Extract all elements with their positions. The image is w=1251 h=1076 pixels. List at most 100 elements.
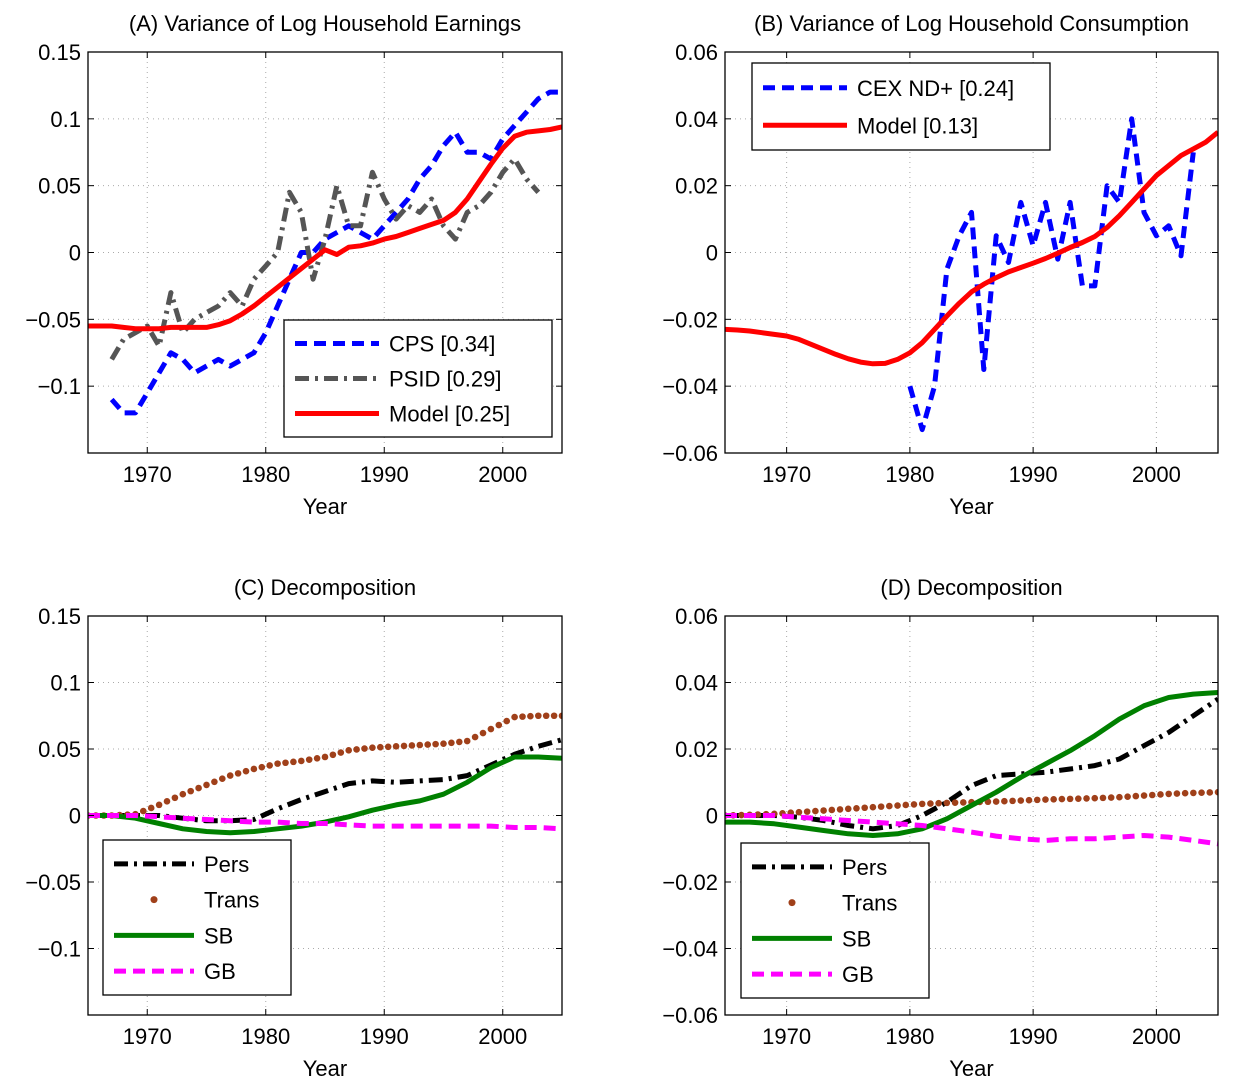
data-point xyxy=(337,749,345,756)
data-point xyxy=(894,802,901,809)
series-group xyxy=(88,89,562,416)
data-point xyxy=(1009,797,1016,805)
legend-box xyxy=(102,839,292,996)
data-point xyxy=(282,759,289,767)
data-point xyxy=(886,802,893,810)
data-point xyxy=(836,806,844,813)
legend-swatch xyxy=(150,896,158,904)
data-point xyxy=(511,713,518,721)
data-point xyxy=(754,811,762,818)
data-point xyxy=(992,798,1000,805)
data-point xyxy=(542,712,550,720)
series-group xyxy=(725,690,1218,847)
data-point xyxy=(384,743,392,751)
data-point xyxy=(353,746,360,753)
data-point xyxy=(416,741,424,749)
series-group xyxy=(88,712,562,836)
series-sb-line xyxy=(725,690,1218,838)
x-tick-label: 1980 xyxy=(241,1024,290,1049)
x-tick-label: 2000 xyxy=(1132,1024,1181,1049)
data-point xyxy=(1132,792,1140,800)
legend-label: Trans xyxy=(842,891,897,916)
data-point xyxy=(321,753,329,761)
data-point xyxy=(1157,791,1164,798)
panel-title: (B) Variance of Log Household Consumptio… xyxy=(754,11,1189,36)
series-cps-line xyxy=(109,89,562,416)
data-point xyxy=(495,721,503,729)
data-point xyxy=(266,762,274,769)
data-point xyxy=(1033,796,1041,804)
x-tick-label: 2000 xyxy=(478,462,527,487)
data-point xyxy=(1124,793,1131,800)
series-group xyxy=(725,116,1218,433)
data-point xyxy=(432,740,439,748)
data-point xyxy=(535,712,542,720)
series-model-line xyxy=(88,124,562,332)
x-tick-label: 1990 xyxy=(360,462,409,487)
legend-label: Model [0.25] xyxy=(389,402,510,427)
x-tick-label: 2000 xyxy=(1132,462,1181,487)
data-point xyxy=(258,763,266,771)
data-point xyxy=(440,740,447,747)
legend-label: SB xyxy=(842,926,871,951)
data-point xyxy=(1058,795,1066,803)
x-tick-label: 1970 xyxy=(762,462,811,487)
data-point xyxy=(448,739,455,747)
data-point xyxy=(471,733,479,741)
data-point xyxy=(203,781,210,789)
data-point xyxy=(1099,794,1107,802)
data-point xyxy=(329,751,337,759)
y-tick-label: 0.1 xyxy=(50,671,81,696)
x-tick-label: 1970 xyxy=(123,1024,172,1049)
x-axis-label: Year xyxy=(949,1056,993,1076)
panel-title: (A) Variance of Log Household Earnings xyxy=(129,11,521,36)
data-point xyxy=(179,790,187,798)
legend-label: Model [0.13] xyxy=(857,113,978,138)
data-point xyxy=(1165,790,1172,798)
data-point xyxy=(140,807,147,815)
y-tick-label: 0.05 xyxy=(38,174,81,199)
legend-box xyxy=(751,62,1051,151)
y-tick-label: 0.04 xyxy=(675,107,718,132)
y-tick-label: 0.04 xyxy=(675,671,718,696)
y-tick-label: −0.1 xyxy=(38,374,81,399)
y-tick-label: 0 xyxy=(69,241,81,266)
data-point xyxy=(910,801,918,808)
y-tick-label: 0.06 xyxy=(675,40,718,65)
series-gb-line xyxy=(88,813,562,832)
data-point xyxy=(519,713,526,720)
data-point xyxy=(361,745,368,752)
data-point xyxy=(1042,796,1049,803)
data-point xyxy=(943,799,951,807)
legend-label: PSID [0.29] xyxy=(389,367,502,392)
data-point xyxy=(861,804,868,812)
y-tick-label: 0 xyxy=(69,804,81,829)
x-tick-label: 1980 xyxy=(885,462,934,487)
y-tick-label: −0.05 xyxy=(25,870,81,895)
data-point xyxy=(155,801,163,809)
legend-label: CEX ND+ [0.24] xyxy=(857,76,1014,101)
data-point xyxy=(250,765,258,773)
data-point xyxy=(820,807,827,814)
series-trans xyxy=(725,788,1218,819)
data-point xyxy=(1091,794,1099,802)
series-cex-line xyxy=(907,116,1196,433)
y-tick-label: −0.04 xyxy=(662,937,718,962)
x-tick-label: 1970 xyxy=(762,1024,811,1049)
series-psid-line xyxy=(109,156,541,361)
y-tick-label: −0.05 xyxy=(25,307,81,332)
data-point xyxy=(313,755,321,762)
data-point xyxy=(377,743,384,751)
data-point xyxy=(1116,793,1123,801)
data-point xyxy=(345,747,353,754)
x-axis-label: Year xyxy=(949,494,993,519)
x-tick-label: 1990 xyxy=(1009,462,1058,487)
data-point xyxy=(400,742,408,750)
y-tick-label: 0.15 xyxy=(38,40,81,65)
data-point xyxy=(1206,789,1214,796)
data-point xyxy=(298,757,305,765)
data-point xyxy=(1107,794,1115,801)
y-tick-label: −0.06 xyxy=(662,441,718,466)
legend-label: Trans xyxy=(204,888,259,913)
panel-C: 1970 1980 1990 2000 −0.1 −0.05 0 0.05 0.1 0.15 (C)… xyxy=(25,575,563,1076)
